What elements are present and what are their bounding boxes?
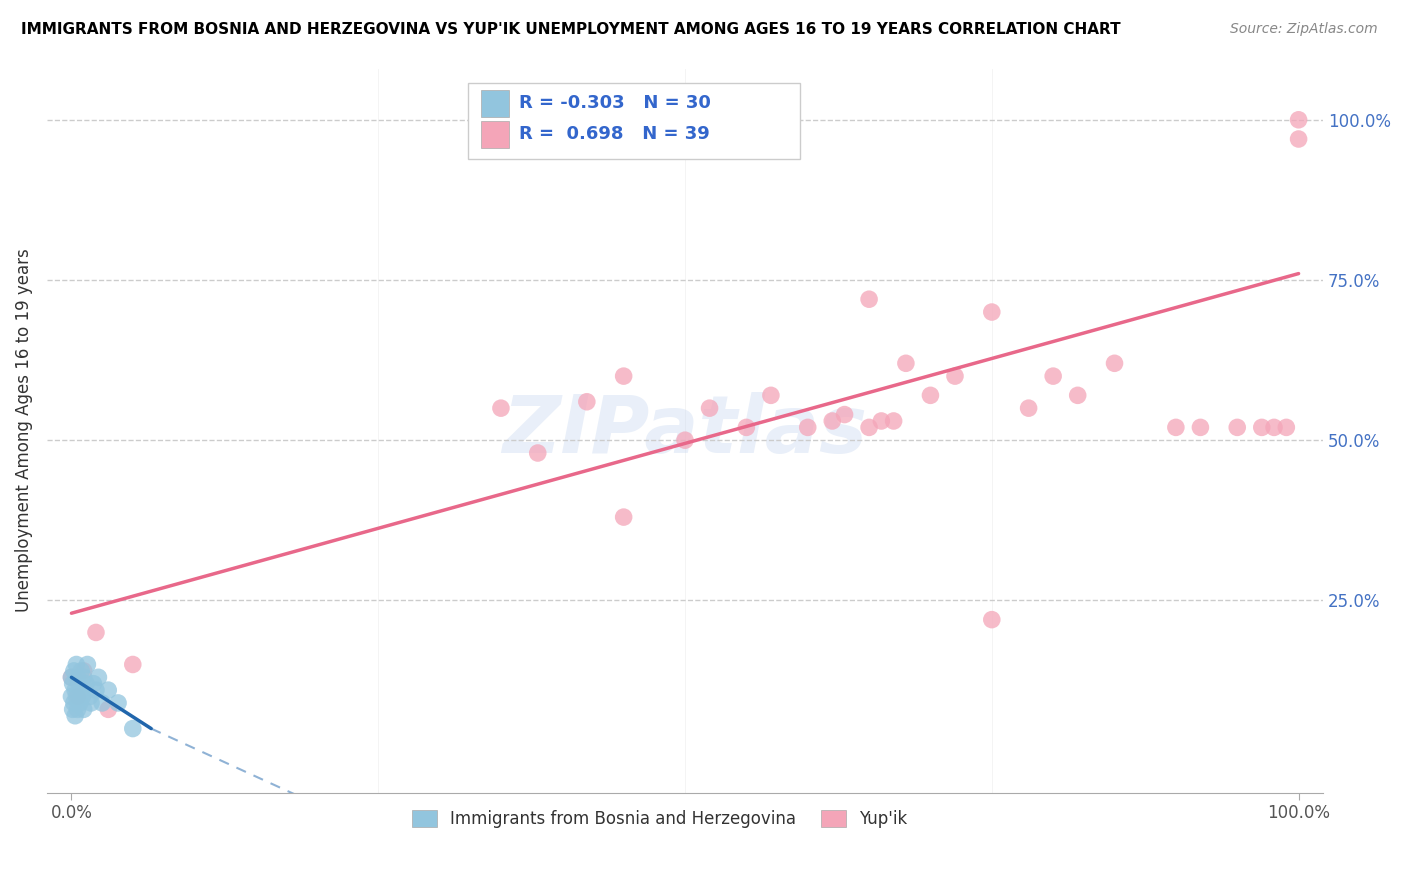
Point [834,408,856,422]
Y-axis label: Unemployment Among Ages 16 to 19 years: Unemployment Among Ages 16 to 19 years [15,249,32,613]
Point [735,420,758,434]
Bar [481,120,509,148]
Point [1042,369,1064,384]
Point [70,683,93,698]
Point [67,676,90,690]
Point [883,414,905,428]
Point [894,356,917,370]
Point [1263,420,1285,434]
Point [943,369,966,384]
Point [72,690,94,704]
Point [84,683,107,698]
Text: IMMIGRANTS FROM BOSNIA AND HERZEGOVINA VS YUP'IK UNEMPLOYMENT AMONG AGES 16 TO 1: IMMIGRANTS FROM BOSNIA AND HERZEGOVINA V… [21,22,1121,37]
Legend: Immigrants from Bosnia and Herzegovina, Yup'ik: Immigrants from Bosnia and Herzegovina, … [405,804,914,835]
Point [97,702,120,716]
Point [1067,388,1090,402]
Point [84,625,107,640]
Point [673,433,696,447]
Point [63,696,86,710]
Point [63,664,86,678]
Point [91,696,114,710]
Point [60,670,83,684]
Text: R = -0.303   N = 30: R = -0.303 N = 30 [519,95,711,112]
Point [76,657,98,672]
Point [489,401,512,416]
Point [66,702,89,716]
Text: Source: ZipAtlas.com: Source: ZipAtlas.com [1230,22,1378,37]
Point [1250,420,1272,434]
Point [70,664,93,678]
Point [1288,132,1310,146]
Point [858,292,880,306]
Point [121,722,143,736]
Point [1104,356,1126,370]
Point [87,670,110,684]
Point [97,683,120,698]
Text: ZIPatlas: ZIPatlas [502,392,868,469]
Point [858,420,880,434]
Point [80,696,103,710]
Point [1226,420,1249,434]
Text: R =  0.698   N = 39: R = 0.698 N = 39 [519,126,710,144]
Point [66,670,89,684]
Point [60,690,83,704]
Point [79,690,101,704]
Point [62,702,84,716]
Point [759,388,782,402]
Point [60,670,83,684]
Point [107,696,129,710]
Point [73,664,96,678]
Point [526,446,548,460]
Point [62,676,84,690]
Point [613,369,636,384]
Bar [481,89,509,117]
Point [699,401,721,416]
Point [73,670,96,684]
Point [69,696,91,710]
Point [613,510,636,524]
Point [821,414,844,428]
Point [65,690,87,704]
Point [980,613,1002,627]
Point [575,394,598,409]
Point [920,388,942,402]
Point [75,676,97,690]
Point [980,305,1002,319]
Point [796,420,818,434]
Point [870,414,893,428]
Point [63,683,86,698]
Point [1164,420,1187,434]
Point [121,657,143,672]
Point [1288,112,1310,127]
Point [63,708,86,723]
Point [73,702,96,716]
FancyBboxPatch shape [468,83,800,159]
Point [1189,420,1212,434]
Point [83,676,105,690]
Point [1275,420,1298,434]
Point [1018,401,1040,416]
Point [66,690,89,704]
Point [65,657,87,672]
